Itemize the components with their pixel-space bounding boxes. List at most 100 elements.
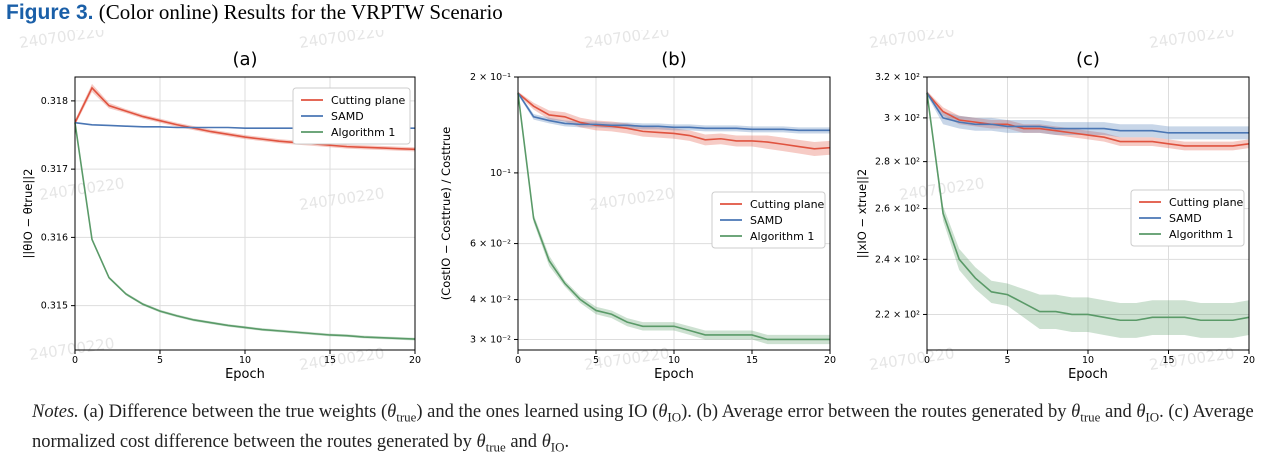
note-theta-symbol: θ — [1136, 402, 1146, 422]
series-band — [927, 91, 1249, 140]
x-tick-label: 20 — [409, 355, 421, 366]
y-axis-label: (CostIO − Costtrue) / Costtrue — [439, 127, 453, 300]
y-tick-label: 3.2 × 10² — [875, 72, 920, 83]
figure-charts: 240700220 240700220 240700220 240700220 2407… — [18, 30, 1255, 382]
y-tick-label: 2.6 × 10² — [875, 204, 920, 215]
notes-lead: Notes. — [32, 402, 79, 422]
y-tick-label: 0.317 — [41, 164, 68, 175]
x-tick-label: 5 — [1004, 355, 1010, 366]
watermark-text: 240700220 — [868, 344, 956, 374]
y-tick-label: 0.316 — [41, 232, 68, 243]
series-band — [518, 91, 830, 134]
watermark-text: 240700220 — [588, 184, 676, 214]
legend-label: Cutting plane — [1169, 196, 1244, 209]
panel-title: (b) — [661, 49, 686, 70]
watermark-text: 240700220 — [298, 30, 386, 52]
note-c-marker: (c) — [1168, 402, 1189, 422]
note-b-marker: (b) — [696, 402, 719, 422]
legend-label: SAMD — [331, 110, 364, 123]
figure-notes: Notes. (a) Difference between the true w… — [32, 400, 1272, 459]
note-sub-true: true — [485, 439, 506, 455]
note-theta-symbol: θ — [387, 402, 397, 422]
x-axis-label: Epoch — [225, 367, 265, 382]
series-line — [74, 122, 416, 340]
x-axis-label: Epoch — [1068, 367, 1108, 382]
x-tick-label: 10 — [1082, 355, 1094, 366]
x-tick-label: 20 — [824, 355, 836, 366]
y-tick-label: 0.315 — [41, 301, 68, 312]
note-c-text-3: . — [564, 431, 570, 452]
note-c-text-2: and — [510, 431, 538, 452]
y-axis-label: ||xIO − xtrue||2 — [855, 169, 869, 258]
chart-panel-1: (a) 0 5 10 15 20 0.315 0.316 0.317 0.318 Epoch ||θI… — [21, 49, 421, 382]
x-tick-label: 5 — [593, 355, 599, 366]
x-tick-label: 15 — [324, 355, 336, 366]
note-theta-symbol: θ — [658, 402, 668, 422]
note-theta-symbol: θ — [1071, 402, 1081, 422]
y-tick-label: 0.318 — [41, 96, 68, 107]
figure-caption: (Color online) Results for the VRPTW Sce… — [98, 0, 503, 24]
x-tick-label: 20 — [1243, 355, 1255, 366]
y-tick-label: 2 × 10⁻¹ — [470, 72, 511, 83]
x-tick-label: 0 — [924, 355, 930, 366]
note-b-text-1: Average error between the routes generat… — [721, 402, 1067, 422]
x-axis-label: Epoch — [654, 367, 694, 382]
x-tick-label: 5 — [157, 355, 163, 366]
note-sub-io: IO — [1145, 409, 1160, 425]
y-tick-label: 3 × 10⁻² — [470, 334, 511, 345]
y-tick-label: 2.8 × 10² — [875, 157, 920, 168]
chart-panel-2: (b) 0 5 10 15 20 3 × 10⁻² 4 × 10⁻² 6 × 10⁻² 10⁻¹ 2… — [439, 49, 836, 382]
legend-label: Cutting plane — [750, 198, 825, 211]
series-band — [927, 91, 1249, 338]
x-tick-label: 0 — [515, 355, 521, 366]
y-tick-label: 10⁻¹ — [490, 168, 511, 179]
panel-title: (c) — [1076, 49, 1100, 70]
y-tick-label: 4 × 10⁻² — [470, 295, 511, 306]
series-line — [517, 92, 830, 132]
x-tick-label: 15 — [746, 355, 758, 366]
note-b-text-2: and — [1104, 402, 1132, 422]
note-a-text-3: ). — [681, 402, 692, 422]
legend-box — [292, 87, 411, 145]
y-tick-label: 3 × 10² — [884, 113, 920, 124]
note-sub-io: IO — [667, 409, 682, 425]
series-line — [926, 92, 1250, 322]
legend-label: Cutting plane — [331, 94, 406, 107]
watermark-text: 240700220 — [18, 30, 106, 52]
legend-label: SAMD — [750, 214, 783, 227]
series-line — [517, 92, 831, 150]
series-line — [926, 92, 1250, 147]
series-band — [927, 91, 1249, 151]
watermark-text: 240700220 — [868, 30, 956, 52]
x-tick-label: 10 — [668, 355, 680, 366]
watermark-text: 240700220 — [38, 174, 126, 204]
legend-label: Algorithm 1 — [750, 230, 814, 243]
series-line — [74, 86, 416, 151]
note-a-text-1: Difference between the true weights ( — [108, 402, 388, 422]
legend-label: SAMD — [1169, 212, 1202, 225]
note-sub-true: true — [396, 409, 417, 425]
x-tick-label: 15 — [1162, 355, 1174, 366]
watermark-text: 240700220 — [583, 30, 671, 52]
note-a-text-2: ) and the ones learned using IO ( — [416, 402, 659, 422]
note-theta-symbol: θ — [476, 431, 486, 452]
legend-box — [711, 191, 826, 249]
y-axis-label: ||θIO − θtrue||2 — [21, 169, 35, 259]
y-tick-label: 6 × 10⁻² — [470, 239, 511, 250]
note-c-text-1: Average normalized cost difference betwe… — [32, 402, 1254, 452]
watermark-text: 240700220 — [298, 184, 386, 214]
y-tick-label: 2.2 × 10² — [875, 309, 920, 320]
series-line — [926, 92, 1249, 134]
watermark-text: 240700220 — [1148, 30, 1236, 52]
series-line — [517, 93, 830, 341]
legend-box — [1130, 189, 1245, 247]
watermark-text: 240700220 — [1148, 344, 1236, 374]
figure-title: Figure 3. (Color online) Results for the… — [6, 0, 503, 25]
y-tick-label: 2.4 × 10² — [875, 254, 920, 265]
watermark-text: 240700220 — [298, 344, 386, 374]
series-band — [518, 91, 830, 156]
x-tick-label: 10 — [239, 355, 251, 366]
legend-label: Algorithm 1 — [331, 126, 395, 139]
note-theta-symbol: θ — [541, 431, 551, 452]
series-band — [75, 83, 415, 152]
